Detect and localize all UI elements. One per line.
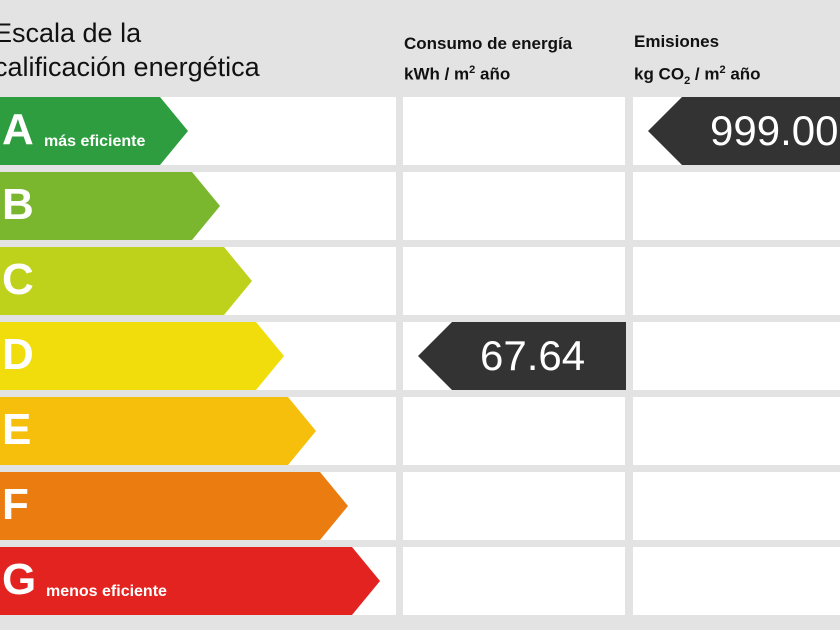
rating-band-shape-a: [0, 97, 188, 165]
emissions-cell-d: [633, 322, 840, 390]
emissions-marker-shape: [648, 97, 840, 165]
consumption-header-line1: Consumo de energía: [404, 34, 573, 53]
emissions-marker-arrow: [648, 97, 840, 165]
rating-band-b: B: [0, 172, 220, 240]
consumption-marker-shape: [418, 322, 626, 390]
rating-band-shape-g: [0, 547, 380, 615]
consumption-unit-b: año: [475, 64, 511, 84]
rating-band-arrow-b: [0, 172, 220, 240]
emissions-unit: kg CO2 / m2 año: [634, 60, 761, 91]
rating-band-arrow-d: [0, 322, 284, 390]
scale-title-line1: Escala de la: [0, 18, 142, 48]
rating-letter-a: A: [2, 105, 34, 154]
rating-letter-d: D: [2, 330, 34, 379]
rating-band-shape-d: [0, 322, 284, 390]
emissions-cell-c: [633, 247, 840, 315]
rating-band-shape-f: [0, 472, 348, 540]
rating-band-arrow-a: [0, 97, 188, 165]
consumption-marker-arrow: [418, 322, 626, 390]
rating-band-arrow-f: [0, 472, 348, 540]
rating-band-shape-b: [0, 172, 220, 240]
rating-band-c: C: [0, 247, 252, 315]
rating-letter-b: B: [2, 180, 34, 229]
emissions-cell-b: [633, 172, 840, 240]
consumption-unit-sup: 2: [469, 64, 476, 76]
scale-title-line2: calificación energética: [0, 52, 260, 82]
emissions-cell-f: [633, 472, 840, 540]
rating-note-g: menos eficiente: [46, 583, 167, 600]
rating-band-d: D: [0, 322, 284, 390]
emissions-unit-sub: 2: [684, 75, 691, 88]
rating-note-a: más eficiente: [44, 133, 146, 150]
rating-band-shape-c: [0, 247, 252, 315]
consumption-unit-a: kWh / m: [404, 64, 470, 84]
rating-band-f: F: [0, 472, 348, 540]
rating-band-arrow-e: [0, 397, 316, 465]
consumption-cell-a: [403, 97, 625, 165]
rating-band-shape-e: [0, 397, 316, 465]
consumption-cell-b: [403, 172, 625, 240]
rating-letter-c: C: [2, 255, 34, 304]
rating-letter-e: E: [2, 405, 32, 454]
consumption-unit: kWh / m2 año: [404, 60, 510, 85]
emissions-unit-a: kg CO: [634, 64, 685, 84]
rating-letter-f: F: [2, 480, 29, 529]
consumption-cell-c: [403, 247, 625, 315]
emissions-header-line1: Emisiones: [634, 32, 720, 51]
consumption-cell-e: [403, 397, 625, 465]
consumption-cell-g: [403, 547, 625, 615]
consumption-cell-f: [403, 472, 625, 540]
emissions-marker: 999.00: [648, 97, 840, 165]
emissions-cell-g: [633, 547, 840, 615]
consumption-marker-value: 67.64: [480, 332, 586, 379]
emissions-marker-value: 999.00: [710, 107, 839, 154]
rating-band-e: E: [0, 397, 316, 465]
emissions-unit-c: año: [725, 64, 761, 84]
emissions-cell-e: [633, 397, 840, 465]
rating-letter-g: G: [2, 555, 37, 604]
rating-band-arrow-c: [0, 247, 252, 315]
emissions-unit-sup: 2: [719, 64, 726, 76]
consumption-marker: 67.64: [418, 322, 626, 390]
emissions-unit-b: / m: [690, 64, 720, 84]
rating-band-arrow-g: [0, 547, 380, 615]
